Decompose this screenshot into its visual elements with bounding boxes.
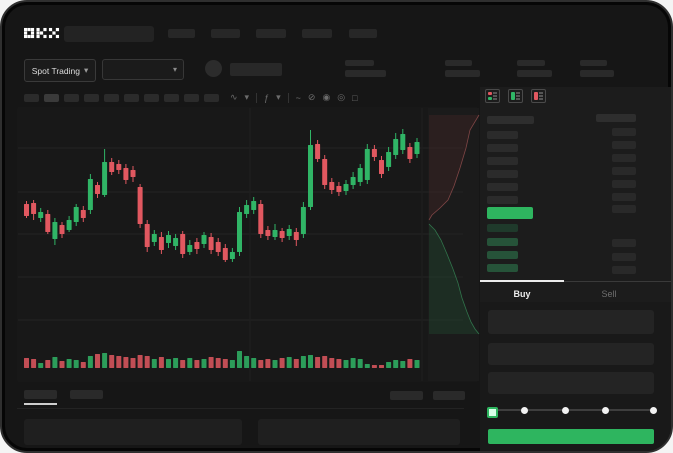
nav-item[interactable]: [256, 29, 286, 38]
orderbook-ask-amount[interactable]: [612, 128, 636, 136]
slider-dot[interactable]: [602, 407, 609, 414]
account-menu-block[interactable]: [230, 63, 282, 76]
orderbook-ask-row[interactable]: [487, 131, 518, 139]
sell-tab-label: Sell: [601, 289, 617, 299]
pair-selector-dropdown[interactable]: ▾: [102, 59, 184, 80]
bottom-panel: [24, 419, 242, 445]
orderbook-ask-amount[interactable]: [612, 154, 636, 162]
timeframe-button[interactable]: [164, 94, 179, 102]
bottom-toolbar-block[interactable]: [390, 391, 423, 400]
tab-divider: [564, 281, 671, 282]
timeframe-button[interactable]: [144, 94, 159, 102]
ticker-stat-block: [580, 70, 614, 77]
orderbook-ask-amount[interactable]: [612, 193, 636, 201]
orderbook-last-price[interactable]: [487, 207, 533, 219]
nav-item[interactable]: [302, 29, 332, 38]
orderbook-ask-amount[interactable]: [612, 167, 636, 175]
ticker-stat-block: [580, 60, 607, 66]
compare-icon[interactable]: ⊘: [307, 92, 316, 102]
timeframe-button[interactable]: [44, 94, 59, 102]
orderbook-bid-row[interactable]: [487, 238, 518, 246]
bottom-divider: [17, 408, 464, 409]
orderbook-ask-row[interactable]: [487, 157, 518, 165]
timeframe-button[interactable]: [184, 94, 199, 102]
line-tool-icon[interactable]: ~: [295, 92, 301, 103]
ticker-stat-block: [517, 60, 545, 66]
okx-logo[interactable]: [24, 26, 60, 41]
timeframe-button[interactable]: [64, 94, 79, 102]
timeframe-button[interactable]: [24, 94, 39, 102]
bottom-tab-active-underline: [24, 403, 57, 405]
orderbook-ask-amount[interactable]: [612, 180, 636, 188]
toolbar-separator: [287, 92, 289, 103]
market-type-dropdown[interactable]: Spot Trading ▾: [24, 59, 96, 82]
buy-tab-indicator: [480, 280, 564, 282]
bottom-panel: [258, 419, 460, 445]
orderbook-ask-row[interactable]: [487, 183, 518, 191]
chevron-down-icon: ▾: [83, 65, 89, 75]
ticker-stat-block: [345, 60, 374, 66]
order-form-field[interactable]: [488, 310, 654, 334]
timeframe-button[interactable]: [124, 94, 139, 102]
chevron-down-icon: ▾: [172, 65, 177, 74]
slider-dot[interactable]: [650, 407, 657, 414]
timeframe-button[interactable]: [204, 94, 219, 102]
timeframe-button[interactable]: [84, 94, 99, 102]
order-form-field[interactable]: [488, 343, 654, 365]
tab-sell[interactable]: Sell: [564, 286, 654, 302]
buy-submit-button[interactable]: [488, 429, 654, 444]
header-search-bar[interactable]: [64, 26, 154, 42]
nav-item[interactable]: [168, 29, 195, 38]
chart-toolbar: ∿ ▾ ƒ ▾ ~ ⊘ ◉ ◎ □: [230, 91, 358, 104]
orderbook-ask-row[interactable]: [487, 144, 518, 152]
orderbook-ask-row[interactable]: [487, 170, 518, 178]
depth-chart-area: [428, 108, 479, 381]
orderbook-view-toggles: [485, 89, 546, 103]
orderbook-layout-both-icon[interactable]: [485, 89, 500, 103]
market-type-label: Spot Trading: [31, 65, 80, 76]
toolbar-separator: [256, 92, 258, 103]
orderbook-ask-row[interactable]: [487, 196, 518, 204]
indicator-icon[interactable]: ƒ: [264, 92, 270, 103]
orderbook-bid-row[interactable]: [487, 264, 518, 272]
bottom-tab[interactable]: [24, 390, 57, 399]
buy-tab-label: Buy: [513, 289, 531, 299]
bottom-tab[interactable]: [70, 390, 103, 399]
order-form-field[interactable]: [488, 372, 654, 394]
orderbook-layout-bids-icon[interactable]: [508, 89, 523, 103]
price-chart-area[interactable]: [17, 107, 478, 382]
slider-dot[interactable]: [521, 407, 528, 414]
ticker-stat-block: [445, 60, 472, 66]
orderbook-bid-row[interactable]: [487, 251, 518, 259]
orderbook-layout-asks-icon[interactable]: [531, 89, 546, 103]
candle-style-chevron-icon[interactable]: ▾: [244, 92, 250, 102]
settings-icon[interactable]: ◎: [337, 92, 346, 102]
orderbook-ask-amount[interactable]: [612, 205, 636, 213]
orderbook-bid-amount[interactable]: [612, 266, 636, 274]
nav-item[interactable]: [349, 29, 377, 38]
indicator-chevron-icon[interactable]: ▾: [276, 92, 281, 102]
orderbook-header-block: [487, 116, 534, 124]
orderbook-header-block: [596, 114, 636, 122]
amount-slider-track[interactable]: [491, 409, 657, 411]
timeframe-button[interactable]: [104, 94, 119, 102]
tab-buy[interactable]: Buy: [480, 286, 564, 302]
orderbook-bid-amount[interactable]: [612, 253, 636, 261]
bottom-toolbar-block[interactable]: [433, 391, 465, 400]
nav-item[interactable]: [211, 29, 240, 38]
camera-icon[interactable]: ◉: [322, 92, 331, 102]
ticker-stat-block: [345, 70, 386, 77]
fullscreen-icon[interactable]: □: [352, 92, 358, 103]
orderbook-bid-amount[interactable]: [612, 239, 636, 247]
slider-dot[interactable]: [562, 407, 569, 414]
slider-dot[interactable]: [487, 407, 498, 418]
orderbook-bid-row[interactable]: [487, 224, 518, 232]
candle-style-icon[interactable]: ∿: [230, 92, 238, 102]
ticker-stat-block: [445, 70, 480, 77]
orderbook-ask-amount[interactable]: [612, 141, 636, 149]
avatar[interactable]: [205, 60, 222, 77]
ticker-stat-block: [517, 70, 552, 77]
